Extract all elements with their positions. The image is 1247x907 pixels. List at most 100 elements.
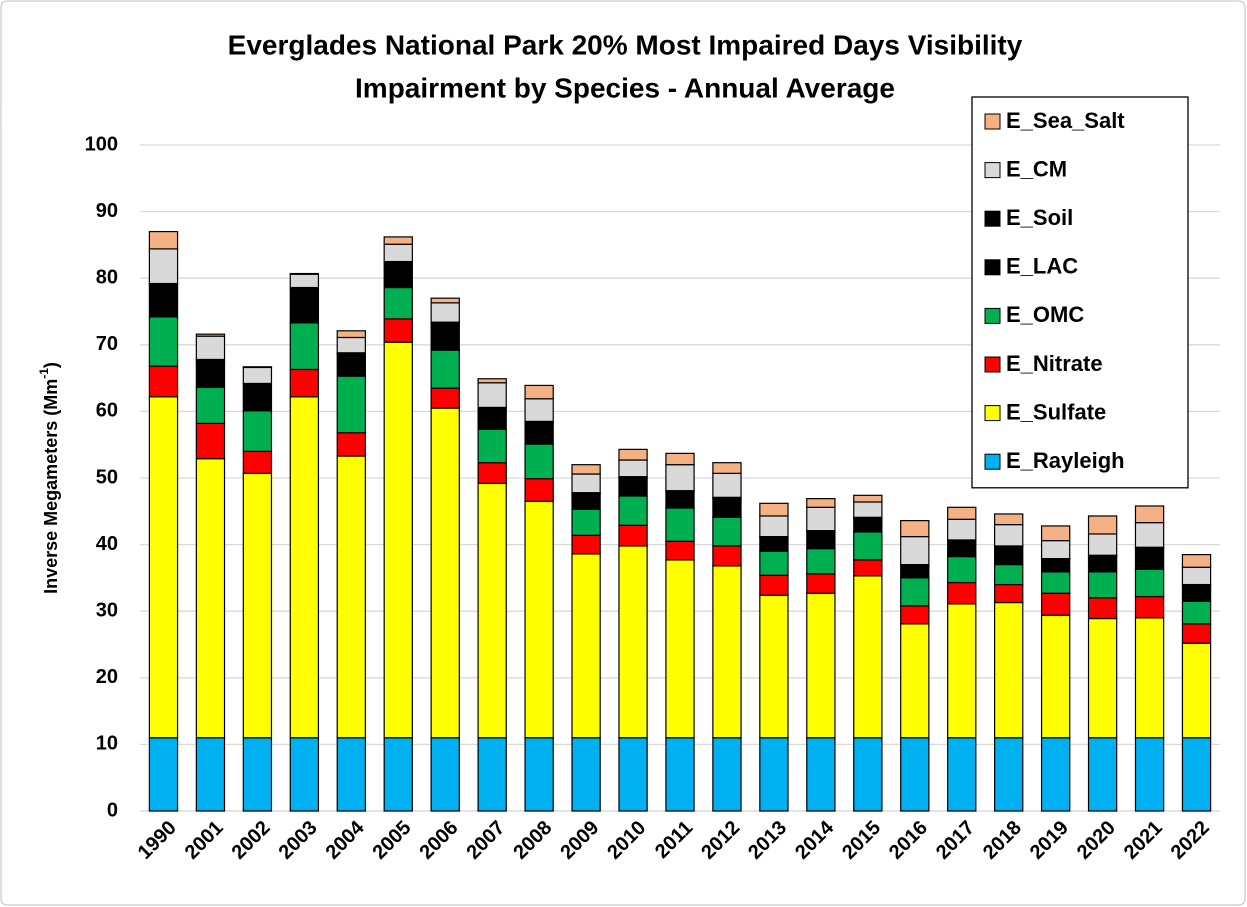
bar-segment: [477, 428, 507, 464]
legend-swatch: [984, 356, 1001, 373]
bar-segment: [195, 737, 226, 812]
bar-segment: [1181, 642, 1212, 739]
bar-segment: [1134, 617, 1165, 739]
bar-segment: [618, 459, 648, 478]
bar-segment: [1134, 737, 1165, 812]
bar-segment: [759, 550, 789, 576]
bar-segment: [1181, 566, 1212, 586]
y-tick-label: 50: [96, 466, 118, 488]
bar-segment: [1134, 595, 1165, 619]
bar-segment: [430, 349, 460, 389]
bar-segment: [665, 540, 695, 561]
bar-segment: [477, 408, 507, 430]
bar-segment: [336, 330, 366, 339]
bar-segment: [994, 737, 1024, 812]
y-tick-label: 80: [96, 266, 118, 288]
y-tick-label: 0: [107, 799, 118, 821]
bar-segment: [759, 574, 789, 596]
legend-label: E_Sulfate: [1006, 399, 1106, 424]
bar-segment: [524, 443, 554, 480]
y-tick-label: 10: [96, 733, 118, 755]
y-tick-label: 90: [96, 200, 118, 222]
bar-segment: [900, 520, 930, 538]
bar-segment: [806, 506, 836, 532]
bar-segment: [1134, 568, 1165, 598]
chart-title: Everglades National Park 20% Most Impair…: [228, 29, 1023, 60]
bar-segment: [806, 547, 836, 575]
bar-segment: [289, 737, 320, 812]
bar-segment: [994, 513, 1024, 526]
bar-segment: [1040, 540, 1071, 560]
bar-segment: [1087, 571, 1118, 599]
legend-swatch: [984, 453, 1001, 470]
y-label-text: Inverse Megameters (Mm: [41, 379, 61, 594]
bar-segment: [430, 297, 460, 304]
bar-segment: [336, 455, 366, 739]
bar-segment: [242, 472, 273, 739]
bar-segment: [994, 601, 1024, 739]
bar-segment: [336, 336, 366, 354]
bar-segment: [430, 737, 460, 812]
bar-segment: [900, 565, 930, 579]
bar-segment: [195, 386, 226, 424]
bar-segment: [947, 737, 977, 812]
bar-segment: [900, 577, 930, 607]
bar-segment: [195, 335, 226, 361]
bar-segment: [712, 565, 742, 739]
bar-segment: [571, 473, 601, 494]
bar-segment: [1181, 737, 1212, 812]
bar-segment: [759, 515, 789, 538]
bar-segment: [148, 230, 179, 250]
bar-segment: [806, 592, 836, 739]
bar-segment: [383, 318, 413, 343]
bar-segment: [712, 545, 742, 567]
bar-segment: [759, 594, 789, 739]
bar-segment: [712, 462, 742, 474]
bar-segment: [1040, 592, 1071, 616]
bar-segment: [1134, 505, 1165, 524]
bar-segment: [665, 452, 695, 466]
y-tick-label: 60: [96, 400, 118, 422]
bar-segment: [900, 536, 930, 566]
bar-segment: [148, 284, 179, 318]
bar-segment: [242, 366, 273, 369]
bar-segment: [289, 368, 320, 398]
bar-segment: [1040, 614, 1071, 739]
bar-segment: [336, 737, 366, 812]
bar-segment: [571, 553, 601, 739]
bar-segment: [336, 432, 366, 457]
bar-segment: [524, 384, 554, 400]
bar-segment: [1040, 571, 1071, 594]
bar-segment: [571, 493, 601, 510]
bar-segment: [618, 737, 648, 812]
bar-segment: [383, 286, 413, 320]
bar-segment: [524, 422, 554, 445]
bar-segment: [1087, 555, 1118, 573]
bar-segment: [1134, 522, 1165, 548]
bar-segment: [571, 737, 601, 812]
bar-segment: [712, 737, 742, 812]
bar-segment: [477, 382, 507, 409]
bar-segment: [665, 559, 695, 739]
legend-swatch: [984, 259, 1001, 276]
bar-segment: [1087, 533, 1118, 556]
bar-segment: [148, 396, 179, 739]
bar-segment: [618, 448, 648, 461]
bar-segment: [242, 366, 273, 385]
bar-segment: [947, 506, 977, 520]
bar-segment: [430, 407, 460, 739]
bar-segment: [994, 583, 1024, 604]
bar-segment: [759, 537, 789, 552]
bar-segment: [383, 737, 413, 812]
bar-segment: [994, 524, 1024, 547]
bar-segment: [383, 236, 413, 245]
bar-segment: [289, 288, 320, 324]
bar-segment: [477, 737, 507, 812]
bar-segment: [430, 302, 460, 323]
bar-segment: [806, 498, 836, 508]
bar-segment: [994, 546, 1024, 566]
bar-segment: [618, 524, 648, 547]
bar-segment: [947, 555, 977, 584]
bar-segment: [806, 573, 836, 594]
